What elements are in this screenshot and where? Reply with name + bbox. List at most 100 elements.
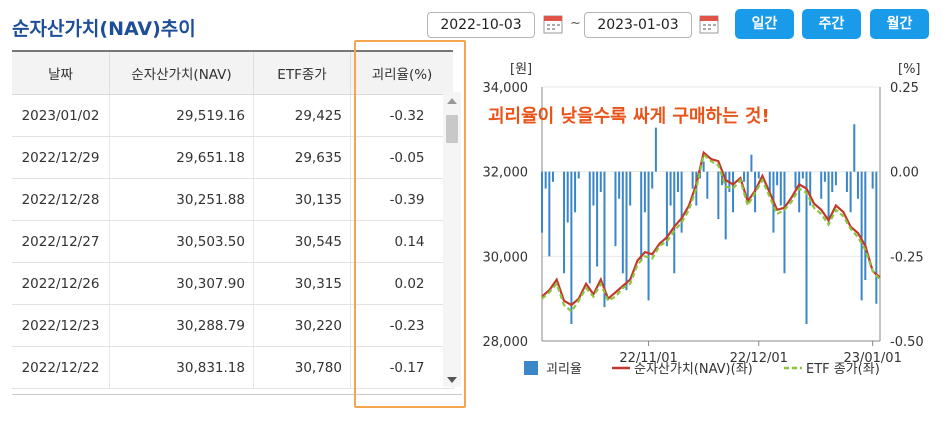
table-scrollbar[interactable] <box>443 92 461 387</box>
premium-bar <box>875 171 878 304</box>
premium-column-highlight <box>354 40 466 408</box>
premium-bar <box>541 171 543 233</box>
premium-bar <box>757 171 760 179</box>
page-title: 순자산가치(NAV)추이 <box>12 18 196 40</box>
premium-bar <box>768 171 771 192</box>
premium-bar <box>871 171 874 189</box>
premium-bar <box>783 171 786 274</box>
premium-bar <box>732 171 735 213</box>
calendar-icon[interactable] <box>699 14 719 34</box>
cell-nav: 29,519.16 <box>109 94 254 137</box>
scrollbar-thumb[interactable] <box>446 115 458 143</box>
nav-line <box>541 150 881 307</box>
premium-bar <box>794 171 797 189</box>
premium-bar <box>618 171 621 199</box>
date-range-separator: ~ <box>570 16 581 31</box>
table-row[interactable]: 2022/12/26 30,307.90 30,315 0.02 <box>12 262 454 305</box>
x-axis-tick-label: 22/12/01 <box>730 351 788 366</box>
cell-date: 2022/12/23 <box>12 304 110 347</box>
left-axis-tick-label: 32,000 <box>483 166 529 181</box>
premium-bar <box>592 171 595 206</box>
table-row[interactable]: 2022/12/29 29,651.18 29,635 -0.05 <box>12 136 454 179</box>
premium-bar <box>676 171 679 192</box>
premium-bar <box>743 171 746 182</box>
premium-bar <box>849 171 852 213</box>
premium-bar <box>853 124 856 172</box>
cell-premium: -0.17 <box>350 346 454 389</box>
nav-table: 날짜 순자산가치(NAV) ETF종가 괴리율(%) 2023/01/02 29… <box>12 50 454 389</box>
x-axis-tick-label: 22/11/01 <box>619 351 677 366</box>
start-date-input[interactable]: 2022-10-03 <box>427 12 535 38</box>
premium-bar <box>570 171 573 325</box>
right-axis-unit: [%] <box>898 62 921 77</box>
premium-bar <box>724 171 727 240</box>
premium-bar <box>548 171 551 257</box>
cell-etf-price: 29,425 <box>253 94 351 137</box>
premium-bar <box>864 171 867 281</box>
legend-label-nav: 순자산가치(NAV)(좌) <box>634 362 753 377</box>
premium-bar <box>651 171 654 189</box>
cell-premium: -0.05 <box>350 136 454 179</box>
weekly-button[interactable]: 주간 <box>802 9 861 39</box>
column-header-premium: 괴리율(%) <box>350 50 453 95</box>
table-row[interactable]: 2022/12/23 30,288.79 30,220 -0.23 <box>12 304 454 347</box>
premium-bar <box>801 171 804 179</box>
cell-nav: 30,288.79 <box>109 304 254 347</box>
legend-label-etf: ETF 종가(좌) <box>806 362 880 377</box>
premium-bar <box>665 171 668 247</box>
scroll-up-arrow-icon[interactable] <box>447 98 457 104</box>
table-row[interactable]: 2022/12/22 30,831.18 30,780 -0.17 <box>12 346 454 389</box>
cell-premium: -0.39 <box>350 178 454 221</box>
cell-etf-price: 30,315 <box>253 262 351 305</box>
premium-bar <box>827 171 830 223</box>
premium-bar <box>834 171 837 186</box>
scroll-down-arrow-icon[interactable] <box>447 377 457 383</box>
premium-bar <box>823 171 826 182</box>
table-row[interactable]: 2023/01/02 29,519.16 29,425 -0.32 <box>12 94 454 137</box>
cell-etf-price: 30,220 <box>253 304 351 347</box>
left-axis-tick-label: 34,000 <box>483 81 529 96</box>
premium-bar <box>647 171 650 301</box>
monthly-button[interactable]: 월간 <box>870 9 929 39</box>
cell-etf-price: 30,545 <box>253 220 351 263</box>
premium-bar <box>643 171 646 213</box>
premium-bar <box>721 171 724 186</box>
premium-bar <box>566 171 569 223</box>
cell-date: 2022/12/28 <box>12 178 110 221</box>
legend-label-premium: 괴리율 <box>546 362 582 377</box>
cell-etf-price: 29,635 <box>253 136 351 179</box>
premium-bar <box>577 171 580 179</box>
calendar-icon[interactable] <box>543 14 563 34</box>
cell-premium: 0.02 <box>350 262 454 305</box>
end-date-input[interactable]: 2023-01-03 <box>584 12 692 38</box>
cell-date: 2022/12/29 <box>12 136 110 179</box>
table-header-row: 날짜 순자산가치(NAV) ETF종가 괴리율(%) <box>12 50 453 95</box>
cell-date: 2023/01/02 <box>12 94 110 137</box>
left-axis-unit: [원] <box>510 62 532 77</box>
premium-bar <box>574 171 577 213</box>
premium-bar <box>669 171 672 206</box>
right-axis-tick-label: 0.00 <box>890 166 919 181</box>
premium-bar <box>596 171 599 267</box>
premium-bar <box>629 171 632 206</box>
cell-date: 2022/12/27 <box>12 220 110 263</box>
daily-button[interactable]: 일간 <box>735 9 794 39</box>
column-header-nav: 순자산가치(NAV) <box>109 50 254 95</box>
nav-premium-chart: 28,000 -0.50 30,000 -0.25 32,000 0.00 34,000 0.… <box>483 62 924 377</box>
premium-bar <box>673 171 676 274</box>
premium-bar <box>856 171 859 199</box>
premium-bar <box>750 154 753 172</box>
table-row[interactable]: 2022/12/28 30,251.88 30,135 -0.39 <box>12 178 454 221</box>
table-row[interactable]: 2022/12/27 30,503.50 30,545 0.14 <box>12 220 454 263</box>
left-axis-tick-label: 28,000 <box>483 335 529 350</box>
cell-premium: -0.32 <box>350 94 454 137</box>
premium-bar <box>625 171 628 291</box>
cell-etf-price: 30,780 <box>253 346 351 389</box>
premium-bar <box>776 171 779 186</box>
premium-bar <box>702 161 705 172</box>
premium-bar <box>746 171 749 199</box>
premium-bar <box>706 171 709 199</box>
table-bottom-divider <box>12 394 462 395</box>
cell-date: 2022/12/22 <box>12 346 110 389</box>
right-axis-tick-label: 0.25 <box>890 81 919 96</box>
